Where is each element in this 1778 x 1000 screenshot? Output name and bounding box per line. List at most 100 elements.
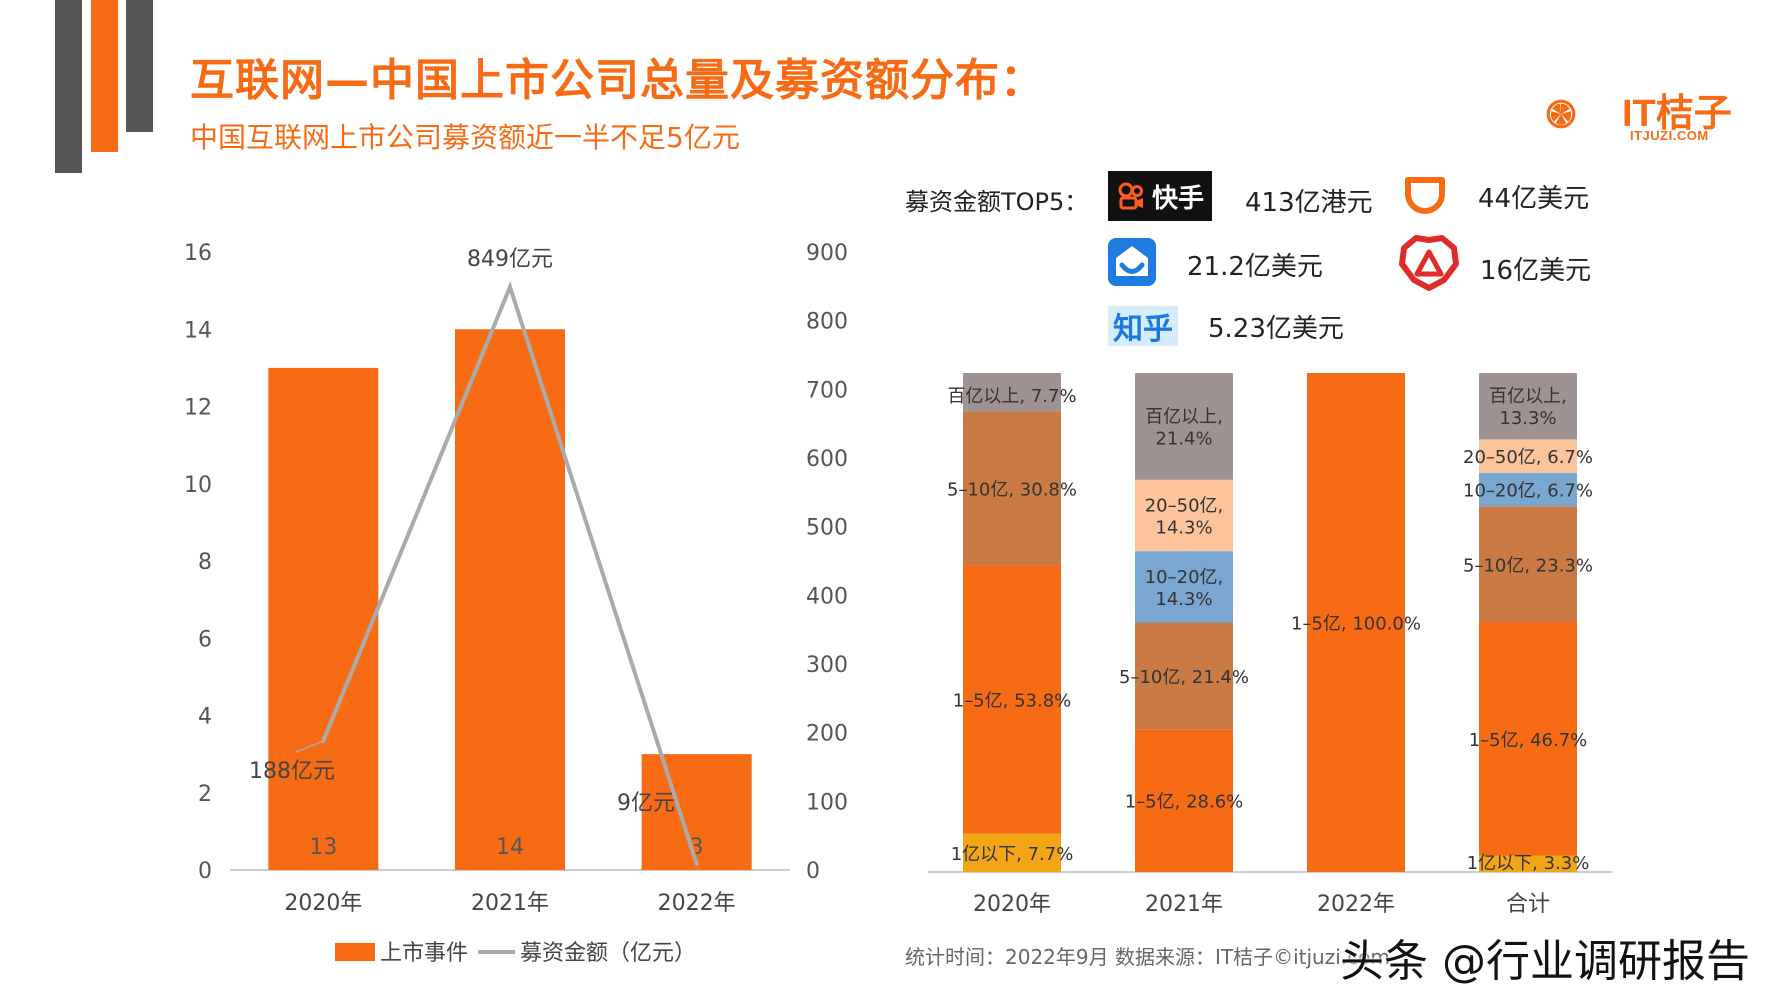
zhihu-badge-text: 知乎 (1113, 312, 1173, 347)
stacked-segment (1479, 855, 1577, 872)
stacked-segment (1135, 729, 1233, 872)
legend-swatch-bar (335, 943, 375, 961)
top5-label: 募资金额TOP5： (905, 188, 1089, 216)
line-value-label: 188亿元 (249, 759, 335, 784)
segment-label: 20–50亿, (1145, 495, 1224, 516)
watermark: 头条 @行业调研报告 (1340, 936, 1750, 987)
top5-amount-4: 16亿美元 (1480, 256, 1592, 286)
right-axis-tick: 200 (806, 722, 848, 747)
segment-label: 1亿以下, 3.3% (1467, 853, 1590, 874)
bar-value-label: 13 (309, 835, 337, 860)
legend-label-line: 募资金额（亿元） (520, 941, 696, 966)
segment-label: 1–5亿, 28.6% (1125, 792, 1244, 813)
segment-label: 1–5亿, 53.8% (953, 690, 1072, 711)
decor-bar-dark-1 (55, 0, 82, 173)
right-axis-tick: 100 (806, 790, 848, 815)
legend-label-bar: 上市事件 (380, 941, 468, 966)
right-axis-tick: 400 (806, 584, 848, 609)
left-axis-tick: 0 (198, 859, 212, 884)
left-axis-tick: 10 (184, 473, 212, 498)
right-axis-tick: 500 (806, 516, 848, 541)
segment-label: 1–5亿, 46.7% (1469, 730, 1588, 751)
stacked-segment (1479, 439, 1577, 473)
line-point (508, 285, 512, 290)
segment-label: 10–20亿, 6.7% (1463, 481, 1593, 502)
bar-listings (268, 367, 379, 870)
itjuzi-logo (1546, 99, 1576, 129)
stacked-segment (963, 565, 1061, 834)
right-axis-tick: 300 (806, 653, 848, 678)
left-axis-tick: 2 (198, 782, 212, 807)
stacked-segment (1479, 506, 1577, 623)
segment-label: 21.4% (1155, 428, 1212, 449)
leader-line (675, 797, 698, 865)
left-axis-tick: 4 (198, 705, 212, 730)
segment-label: 10–20亿, (1145, 567, 1224, 588)
decor-bar-dark-2 (126, 0, 153, 132)
left-axis-tick: 8 (198, 550, 212, 575)
top5-amount-5: 5.23亿美元 (1208, 314, 1344, 344)
stacked-segment (1135, 373, 1233, 480)
stacked-segment (1135, 551, 1233, 623)
segment-label: 5–10亿, 21.4% (1119, 667, 1249, 688)
x-axis-tick: 2022年 (1317, 892, 1395, 917)
stacked-segment (1135, 479, 1233, 552)
beike-icon (1108, 238, 1156, 286)
stacked-segment (963, 411, 1061, 566)
right-axis-tick: 0 (806, 859, 820, 884)
jd-health-icon (1399, 235, 1459, 291)
segment-label: 5–10亿, 30.8% (947, 479, 1077, 500)
x-axis-tick: 2020年 (284, 891, 362, 916)
kuaishou-logo: 快手 (1108, 171, 1212, 221)
right-axis-tick: 900 (806, 241, 848, 266)
segment-label: 13.3% (1499, 408, 1556, 429)
didi-icon (1405, 177, 1445, 214)
segment-label: 1亿以下, 7.7% (951, 844, 1074, 865)
left-axis-tick: 14 (184, 318, 212, 343)
stacked-segment (1479, 373, 1577, 440)
page-title: 互联网—中国上市公司总量及募资额分布： (190, 55, 1045, 106)
stacked-segment (963, 373, 1061, 412)
footer-source: 统计时间：2022年9月 数据来源：IT桔子©itjuzi.com (905, 945, 1390, 969)
segment-label: 百亿以上, (1489, 386, 1567, 407)
decor-bar-orange (91, 0, 118, 152)
top5-amount-2: 44亿美元 (1478, 184, 1590, 214)
line-value-label: 9亿元 (617, 791, 675, 816)
segment-label: 14.3% (1155, 589, 1212, 610)
line-value-label: 849亿元 (467, 247, 553, 272)
stacked-segment (1479, 472, 1577, 507)
segment-label: 20–50亿, 6.7% (1463, 447, 1593, 468)
segment-label: 百亿以上, 7.7% (947, 386, 1076, 407)
logo-text: IT桔子 (1622, 93, 1732, 135)
stacked-segment (1479, 622, 1577, 856)
x-axis-tick: 合计 (1506, 892, 1550, 917)
left-axis-tick: 6 (198, 627, 212, 652)
right-axis-tick: 800 (806, 310, 848, 335)
bar-listings (455, 329, 565, 870)
right-axis-tick: 600 (806, 447, 848, 472)
zhihu-logo: 知乎 (1108, 306, 1178, 347)
x-axis-tick: 2020年 (973, 892, 1051, 917)
x-axis-tick: 2021年 (471, 891, 549, 916)
left-axis-tick: 12 (184, 396, 212, 421)
chart-listings-and-funding: 0 2 4 6 8 10 12 14 16 0 100 200 300 400 500 600 700 800 90… (184, 241, 848, 966)
kuaishou-icon (1118, 182, 1143, 210)
segment-label: 5–10亿, 23.3% (1463, 555, 1593, 576)
segment-label: 14.3% (1155, 517, 1212, 538)
stacked-segment (1135, 622, 1233, 730)
top5-amount-3: 21.2亿美元 (1187, 252, 1323, 282)
bar-value-label: 14 (496, 835, 524, 860)
right-axis-tick: 700 (806, 378, 848, 403)
leader-line (295, 740, 324, 753)
top5-amount-1: 413亿港元 (1245, 188, 1373, 218)
logo-subtext: ITJUZI.COM (1630, 128, 1709, 143)
bar-listings (641, 754, 752, 870)
stacked-segment (963, 833, 1061, 872)
segment-label: 百亿以上, (1145, 406, 1223, 427)
x-axis-tick: 2022年 (658, 891, 736, 916)
x-axis-tick: 2021年 (1145, 892, 1223, 917)
page-subtitle: 中国互联网上市公司募资额近一半不足5亿元 (190, 121, 740, 154)
left-axis-tick: 16 (184, 241, 212, 266)
chart-funding-distribution: 1亿以下, 7.7% 1–5亿, 53.8% 5–10亿, 30.8% 百亿以上, 7… (928, 373, 1612, 917)
kuaishou-badge-text: 快手 (1151, 183, 1204, 214)
